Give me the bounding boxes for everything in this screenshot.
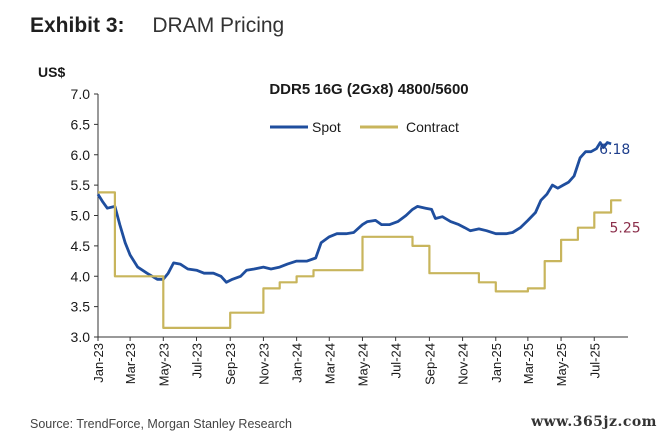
x-tick-label: Nov-24 bbox=[456, 343, 471, 385]
end-label-spot: 6.18 bbox=[599, 142, 630, 158]
series-line-spot bbox=[96, 141, 612, 284]
exhibit-title: DRAM Pricing bbox=[152, 14, 285, 37]
source-note: Source: TrendForce, Morgan Stanley Resea… bbox=[30, 417, 292, 431]
end-labels: 6.18 5.25 bbox=[599, 142, 641, 236]
series-lines bbox=[96, 141, 622, 329]
x-tick-label: May-25 bbox=[554, 343, 569, 386]
x-tick-label: Nov-23 bbox=[256, 343, 271, 385]
exhibit-heading: Exhibit 3: DRAM Pricing bbox=[30, 14, 284, 38]
y-tick-label: 3.0 bbox=[71, 329, 91, 345]
legend-label-spot: Spot bbox=[312, 119, 341, 135]
x-tick-label: Jul-25 bbox=[587, 343, 602, 378]
x-ticks: Jan-23 Mar-23 May-23 Jul-23 Sep-23 Nov-23 Jan-… bbox=[91, 337, 602, 386]
y-tick-label: 3.5 bbox=[71, 299, 91, 315]
y-tick-label: 4.0 bbox=[71, 268, 91, 284]
y-axis-label: US$ bbox=[38, 64, 65, 80]
x-tick-label: Jan-23 bbox=[91, 343, 106, 383]
series-line-contract bbox=[98, 191, 622, 329]
watermark: www.365jz.com bbox=[531, 414, 657, 430]
legend-label-contract: Contract bbox=[406, 119, 459, 135]
x-tick-label: Jul-23 bbox=[189, 343, 204, 378]
y-tick-label: 5.0 bbox=[71, 208, 91, 224]
end-label-contract: 5.25 bbox=[609, 220, 640, 236]
x-tick-label: May-24 bbox=[355, 343, 370, 386]
axes bbox=[97, 94, 628, 338]
y-tick-label: 4.5 bbox=[71, 238, 91, 254]
x-tick-label: Jan-25 bbox=[489, 343, 504, 383]
x-tick-label: Mar-23 bbox=[123, 343, 138, 384]
y-tick-label: 6.0 bbox=[71, 147, 91, 163]
exhibit-label: Exhibit 3: bbox=[30, 14, 125, 37]
x-tick-label: Sep-24 bbox=[422, 343, 437, 385]
legend: Spot Contract bbox=[270, 119, 459, 135]
y-tick-label: 6.5 bbox=[71, 116, 91, 132]
x-tick-label: Jan-24 bbox=[290, 343, 305, 383]
x-tick-label: Mar-25 bbox=[521, 343, 536, 384]
y-tick-label: 7.0 bbox=[71, 86, 91, 102]
y-tick-label: 5.5 bbox=[71, 177, 91, 193]
x-tick-label: Mar-24 bbox=[322, 343, 337, 384]
y-ticks: 3.0 3.5 4.0 4.5 5.0 5.5 6.0 6.5 7.0 bbox=[71, 86, 98, 345]
x-tick-label: May-23 bbox=[156, 343, 171, 386]
x-tick-label: Sep-23 bbox=[223, 343, 238, 385]
chart-title: DDR5 16G (2Gx8) 4800/5600 bbox=[269, 81, 468, 98]
x-tick-label: Jul-24 bbox=[389, 343, 404, 378]
